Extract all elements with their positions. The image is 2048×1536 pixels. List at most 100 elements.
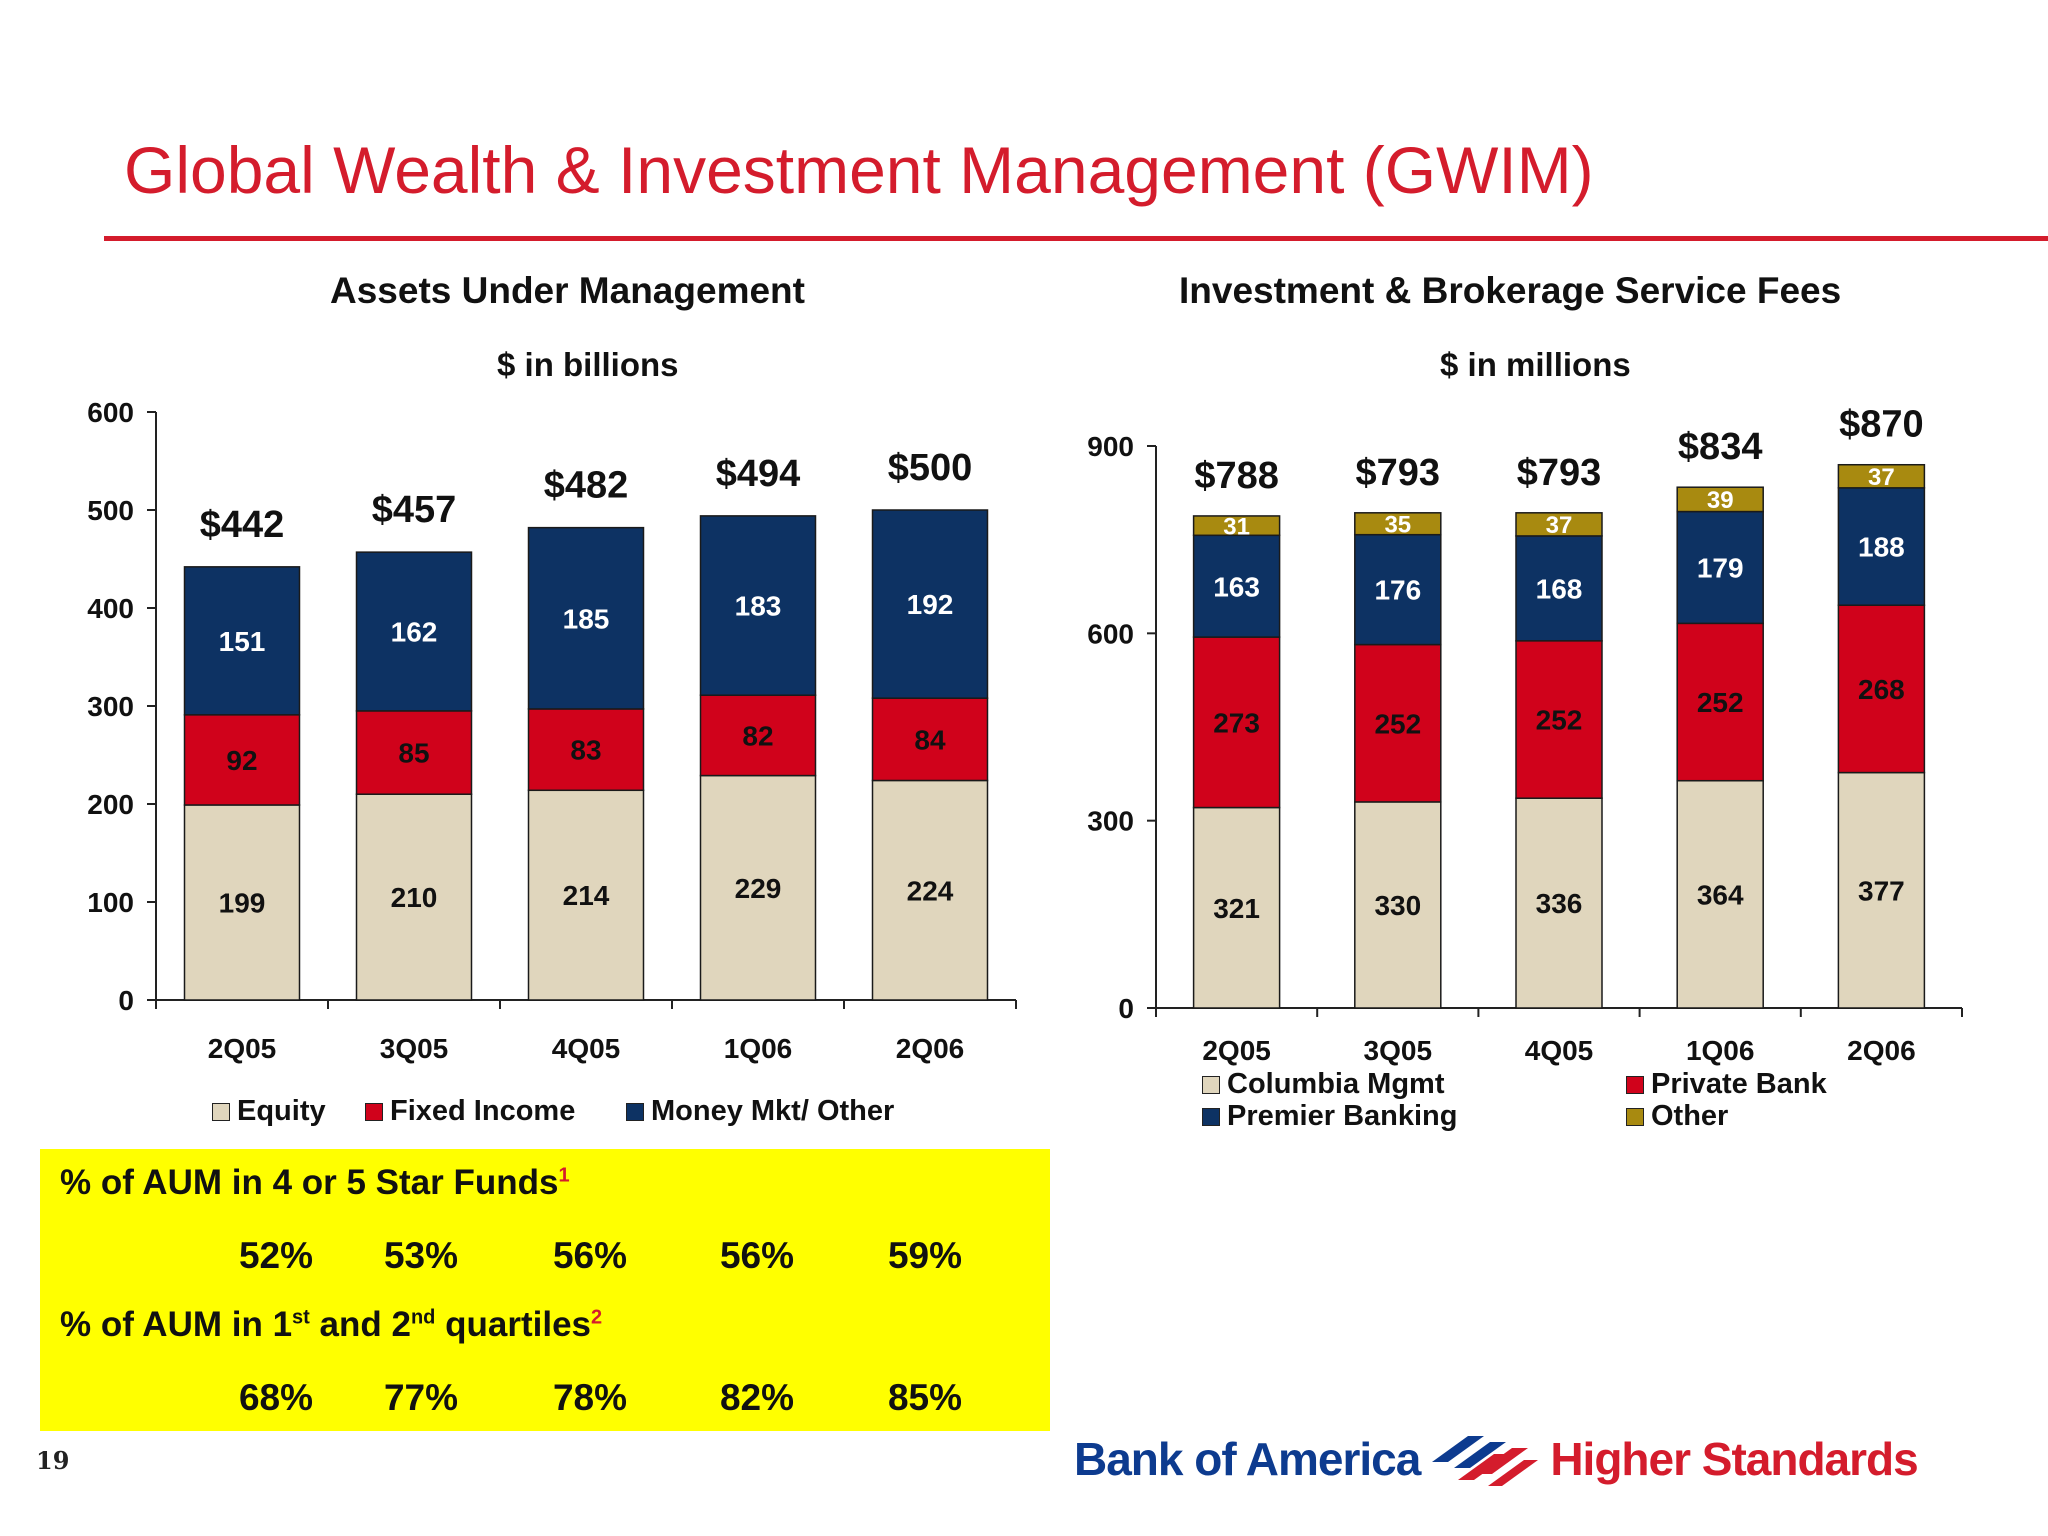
footnote-marker: 1	[558, 1164, 570, 1187]
legend-label: Private Bank	[1651, 1068, 1827, 1100]
total-label: $870	[1839, 404, 1924, 446]
quartile-value: 82%	[719, 1377, 795, 1418]
superscript: nd	[410, 1306, 436, 1329]
bar-segment	[1515, 512, 1603, 537]
heading-text: quartiles	[435, 1305, 592, 1344]
y-tick-label: 100	[87, 887, 134, 918]
bar-segment	[1515, 535, 1603, 642]
bar-segment	[699, 694, 817, 777]
x-tick-label: 1Q06	[724, 1033, 793, 1064]
data-label: 224	[907, 875, 954, 906]
legend-swatch-columbia-mgmt	[1202, 1075, 1220, 1094]
bar-segment	[355, 710, 473, 795]
legend-label: Money Mkt/ Other	[651, 1095, 895, 1127]
bar-segment	[871, 697, 989, 782]
data-label: 185	[563, 603, 610, 634]
data-label: 176	[1374, 575, 1421, 606]
x-tick-label: 2Q06	[896, 1033, 965, 1064]
y-tick-label: 200	[87, 789, 134, 820]
legend-swatch-premier-banking	[1202, 1107, 1220, 1126]
x-tick-label: 2Q05	[208, 1033, 277, 1064]
data-label: 229	[735, 873, 782, 904]
bar-segment	[183, 804, 301, 1001]
legend-label: Premier Banking	[1227, 1100, 1458, 1132]
bar-segment	[527, 526, 645, 710]
tagline: Higher Standards	[1550, 1433, 1918, 1485]
x-tick-label: 1Q06	[1686, 1035, 1755, 1066]
x-tick-label: 2Q06	[1847, 1035, 1916, 1066]
legend-swatch-equity	[212, 1102, 230, 1121]
data-label: 192	[907, 589, 954, 620]
data-label: 252	[1697, 687, 1744, 718]
star-funds-value: 59%	[887, 1235, 963, 1276]
x-tick-label: 3Q05	[1364, 1035, 1433, 1066]
star-funds-value: 53%	[383, 1235, 459, 1276]
bar-segment	[1192, 515, 1281, 537]
legend-swatch-money-mkt	[626, 1102, 644, 1121]
quartile-value: 85%	[887, 1377, 963, 1418]
brand-name: Bank of America	[1074, 1433, 1421, 1485]
data-label: 252	[1536, 705, 1583, 736]
data-label: 85	[398, 738, 429, 769]
legend-item-other: Other	[1626, 1100, 1728, 1133]
legend-label: Fixed Income	[390, 1095, 576, 1127]
legend-item-private-bank: Private Bank	[1626, 1068, 1827, 1101]
bar-segment	[1837, 771, 1926, 1009]
data-label: 39	[1707, 487, 1734, 514]
data-label: 330	[1374, 890, 1421, 921]
y-tick-label: 600	[87, 397, 134, 428]
data-label: 321	[1213, 893, 1260, 924]
fees-chart-subtitle: $ in millions	[1440, 346, 1631, 383]
data-label: 83	[570, 735, 601, 766]
y-tick-label: 300	[87, 691, 134, 722]
bar-segment	[183, 566, 301, 716]
data-label: 92	[226, 745, 257, 776]
total-label: $482	[544, 465, 629, 507]
bar-segment	[1837, 463, 1926, 489]
legend-label: Equity	[237, 1095, 326, 1127]
legend-swatch-fixed-income	[365, 1102, 383, 1121]
data-label: 163	[1213, 571, 1260, 602]
data-label: 31	[1223, 513, 1250, 540]
data-label: 252	[1374, 708, 1421, 739]
bar-segment	[1676, 622, 1764, 782]
total-label: $457	[372, 489, 457, 531]
y-tick-label: 400	[87, 593, 134, 624]
star-funds-box: % of AUM in 4 or 5 Star Funds1 52% 53% 5…	[40, 1149, 1050, 1431]
quartile-value: 68%	[238, 1377, 314, 1418]
y-tick-label: 0	[118, 985, 134, 1016]
page-title: Global Wealth & Investment Management (G…	[124, 133, 1594, 207]
bar-segment	[871, 779, 989, 1001]
heading-text: % of AUM in 1	[60, 1305, 293, 1344]
legend-item-money-mkt: Money Mkt/ Other	[626, 1095, 894, 1128]
total-label: $442	[200, 504, 285, 546]
total-label: $834	[1678, 426, 1763, 468]
bar-segment	[1676, 486, 1764, 513]
aum-chart-title: Assets Under Management	[330, 270, 805, 311]
data-label: 188	[1858, 532, 1905, 563]
data-label: 377	[1858, 875, 1905, 906]
heading-text: and 2	[309, 1305, 411, 1344]
bar-segment	[527, 708, 645, 792]
data-label: 168	[1536, 573, 1583, 604]
bar-segment	[871, 509, 989, 699]
data-label: 210	[391, 882, 438, 913]
total-label: $793	[1517, 452, 1602, 494]
bar-segment	[1192, 534, 1281, 638]
title-divider	[104, 236, 2048, 241]
bar-segment	[355, 551, 473, 712]
data-label: 179	[1697, 553, 1744, 584]
total-label: $788	[1194, 455, 1279, 497]
data-label: 162	[391, 617, 438, 648]
bar-segment	[1354, 533, 1442, 646]
x-tick-label: 4Q05	[552, 1033, 621, 1064]
heading-text: % of AUM in 4 or 5 Star Funds	[60, 1163, 559, 1202]
superscript: st	[292, 1306, 310, 1329]
star-funds-heading: % of AUM in 4 or 5 Star Funds1	[60, 1163, 570, 1203]
legend-label: Other	[1651, 1100, 1729, 1132]
total-label: $494	[716, 453, 801, 495]
y-tick-label: 300	[1087, 806, 1134, 837]
bar-segment	[1354, 512, 1442, 536]
data-label: 35	[1384, 511, 1411, 538]
bar-segment	[1192, 636, 1281, 809]
